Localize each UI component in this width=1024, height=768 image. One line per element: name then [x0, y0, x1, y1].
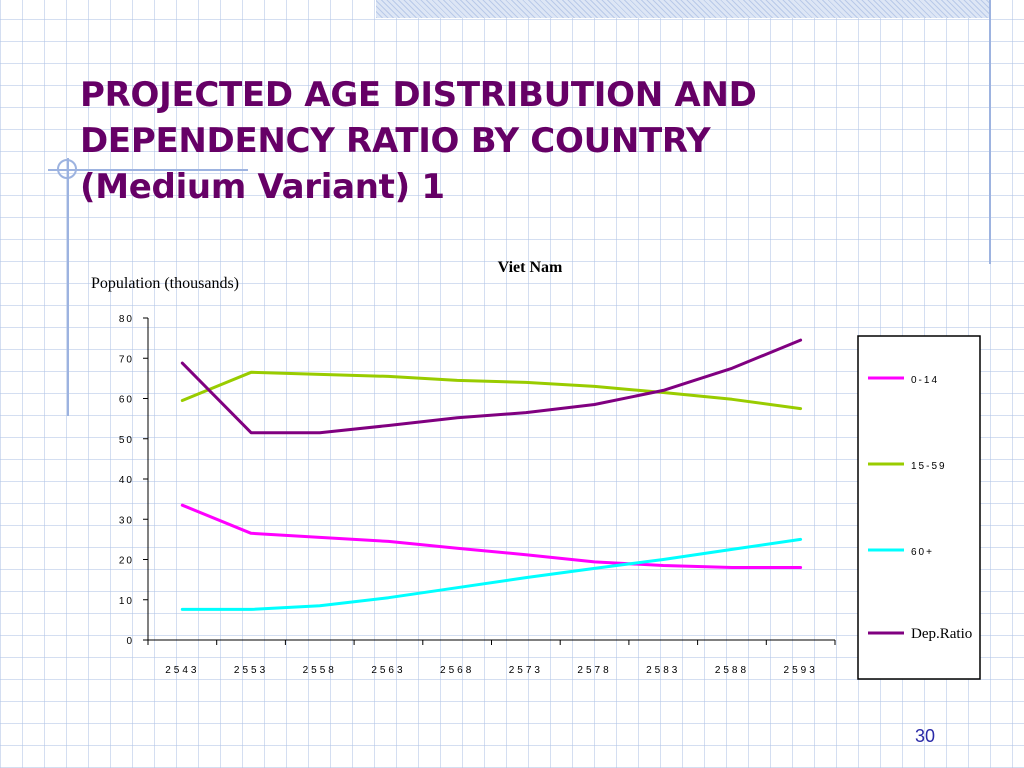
- legend-label-Dep.Ratio: Dep.Ratio: [911, 626, 972, 642]
- y-tick-label-0: 0: [126, 636, 134, 647]
- slide-title: PROJECTED AGE DISTRIBUTION AND DEPENDENC…: [80, 72, 980, 210]
- y-tick-label-50: 50: [119, 435, 134, 446]
- y-axis-label: Population (thousands): [91, 275, 239, 292]
- chart-title: Viet Nam: [498, 259, 563, 276]
- y-tick-label-20: 20: [119, 556, 134, 567]
- x-tick-label-2578: 2578: [577, 665, 611, 676]
- series-line-15-59: [180, 370, 803, 411]
- legend-label-15-59: 15-59: [911, 461, 947, 472]
- x-tick-label-2573: 2573: [509, 665, 543, 676]
- slide-title-line-3: (Medium Variant) 1: [80, 167, 445, 207]
- legend-label-0-14: 0-14: [911, 375, 939, 386]
- x-tick-label-2583: 2583: [646, 665, 680, 676]
- series-line-60+: [180, 537, 803, 611]
- x-tick-label-2568: 2568: [440, 665, 474, 676]
- slide-title-line-2: DEPENDENCY RATIO BY COUNTRY: [80, 121, 711, 161]
- legend-box: [857, 335, 981, 680]
- left-decorative-line: [67, 158, 69, 416]
- legend-label-60+: 60+: [911, 547, 934, 558]
- series-line-0-14: [180, 503, 803, 569]
- title-decorative-line: [48, 169, 248, 171]
- y-tick-label-60: 60: [119, 395, 134, 406]
- y-tick-label-40: 40: [119, 475, 134, 486]
- chart-legend: 0-14 15-59 60+ Dep.Ratio: [857, 335, 981, 680]
- y-tick-label-10: 10: [119, 596, 134, 607]
- chart-axes: 0 10 20 30 40 50 60 70 80 2543 2553 2558 2563 2568 257…: [119, 314, 836, 676]
- series-line-Dep.Ratio: [180, 338, 803, 435]
- x-tick-label-2558: 2558: [303, 665, 337, 676]
- y-tick-label-70: 70: [119, 354, 134, 365]
- slide-title-line-1: PROJECTED AGE DISTRIBUTION AND: [80, 75, 757, 115]
- top-decorative-band: [376, 0, 990, 18]
- x-tick-label-2588: 2588: [715, 665, 749, 676]
- right-decorative-line: [989, 0, 991, 264]
- x-tick-label-2593: 2593: [784, 665, 818, 676]
- decorative-ring: [57, 159, 77, 179]
- y-tick-label-30: 30: [119, 515, 134, 526]
- x-tick-label-2553: 2553: [234, 665, 268, 676]
- y-tick-label-80: 80: [119, 314, 134, 325]
- series-layer: [180, 338, 803, 611]
- x-tick-label-2543: 2543: [165, 665, 199, 676]
- x-tick-label-2563: 2563: [371, 665, 405, 676]
- page-number: 30: [914, 726, 936, 746]
